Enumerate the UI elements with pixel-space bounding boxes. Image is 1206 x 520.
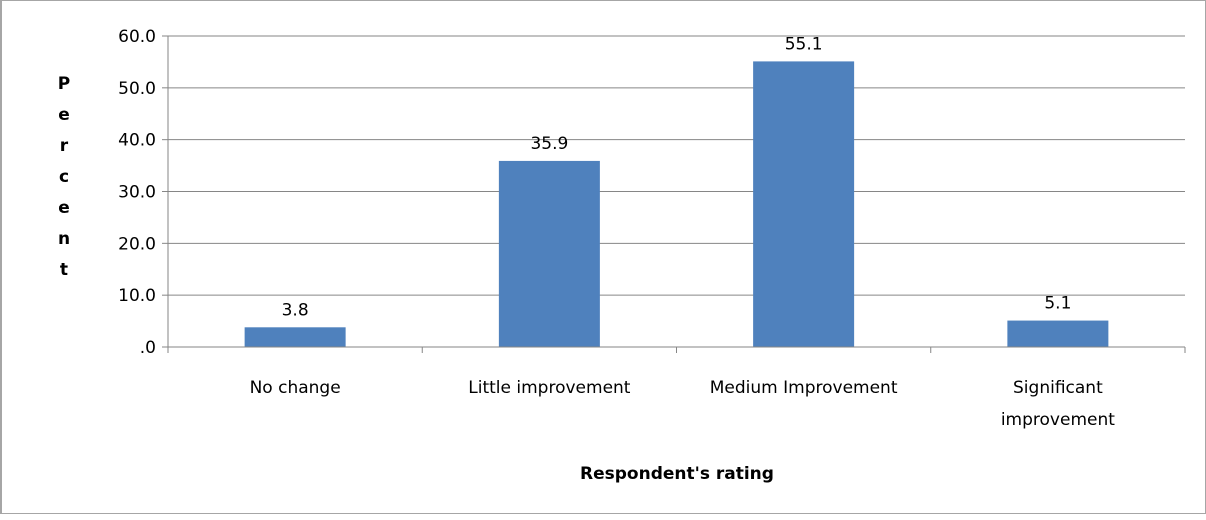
- x-category-label-line: Little improvement: [468, 378, 631, 398]
- y-axis-title-char: r: [60, 136, 69, 156]
- y-axis-title-char: n: [58, 229, 70, 249]
- data-label: 35.9: [530, 134, 568, 154]
- bar: [498, 160, 600, 347]
- y-tick-label: 60.0: [118, 27, 156, 47]
- x-axis-title: Respondent's rating: [580, 464, 774, 484]
- data-label: 5.1: [1044, 294, 1071, 314]
- data-label: 55.1: [785, 34, 823, 54]
- y-tick-label: 30.0: [118, 183, 156, 203]
- y-axis-title-char: P: [58, 74, 70, 94]
- y-axis-title-char: e: [58, 105, 70, 125]
- y-tick-label: 10.0: [118, 286, 156, 306]
- x-category-label-line: No change: [250, 378, 341, 398]
- x-category-labels: No change Little improvement Medium Improv…: [250, 378, 1116, 430]
- y-axis-title-char: e: [58, 198, 70, 218]
- data-labels: 3.8 35.9 55.1 5.1: [282, 34, 1072, 320]
- bar: [1007, 320, 1109, 347]
- y-axis-title-char: c: [59, 167, 69, 187]
- y-axis-title-char: t: [60, 260, 68, 280]
- y-tick-label: 50.0: [118, 79, 156, 99]
- y-tick-label: 20.0: [118, 234, 156, 254]
- x-category-label: Medium Improvement: [710, 378, 898, 398]
- data-label: 3.8: [282, 300, 309, 320]
- bars: [244, 61, 1109, 347]
- gridlines: [168, 35, 1185, 296]
- x-category-label: No change: [250, 378, 341, 398]
- x-category-label: Little improvement: [468, 378, 631, 398]
- x-category-label-line: improvement: [1001, 410, 1115, 430]
- y-tick-label: .0: [140, 338, 156, 358]
- x-category-label-line: Medium Improvement: [710, 378, 898, 398]
- y-tick-labels: .0 10.0 20.0 30.0 40.0 50.0 60.0: [118, 27, 156, 358]
- axes: [162, 35, 1186, 353]
- bar: [753, 61, 855, 347]
- bar: [244, 327, 346, 347]
- x-category-label-line: Significant: [1013, 378, 1103, 398]
- x-category-label: Significant improvement: [1001, 378, 1115, 430]
- y-tick-label: 40.0: [118, 131, 156, 151]
